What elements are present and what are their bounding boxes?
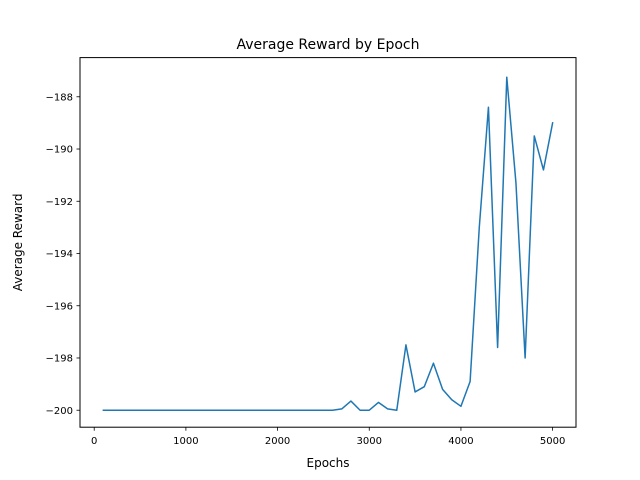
x-tick-label: 1000 [173, 436, 198, 447]
x-tick-label: 3000 [357, 436, 382, 447]
y-axis-label: Average Reward [11, 194, 25, 292]
plot-frame [79, 57, 577, 428]
plot-area [102, 76, 554, 411]
y-axis: −200 −198 −196 −194 −192 −190 −188 [46, 92, 80, 417]
x-tick-label: 2000 [265, 436, 290, 447]
x-axis: 0 1000 2000 3000 4000 5000 [91, 427, 565, 447]
y-tick-label: −194 [46, 249, 73, 260]
chart-title: Average Reward by Epoch [236, 37, 419, 53]
y-tick-label: −190 [46, 145, 73, 156]
y-tick-label: −192 [46, 197, 73, 208]
y-tick-label: −188 [46, 92, 73, 103]
y-tick-label: −200 [46, 406, 73, 417]
y-tick-label: −196 [46, 301, 73, 312]
x-tick-label: 4000 [448, 436, 473, 447]
series-line [102, 76, 554, 411]
x-axis-label: Epochs [307, 456, 350, 470]
x-tick-label: 0 [91, 436, 97, 447]
x-tick-label: 5000 [540, 436, 565, 447]
y-tick-label: −198 [46, 354, 73, 365]
